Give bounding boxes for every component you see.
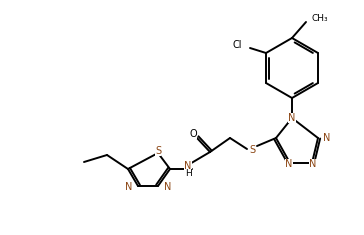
Text: H: H — [185, 169, 191, 179]
Text: O: O — [189, 129, 197, 139]
Text: Cl: Cl — [233, 40, 242, 50]
Text: N: N — [288, 113, 296, 123]
Text: N: N — [124, 182, 132, 192]
Text: CH₃: CH₃ — [311, 13, 328, 23]
Text: S: S — [249, 145, 255, 155]
Text: N: N — [184, 161, 192, 171]
Text: N: N — [164, 182, 171, 192]
Text: S: S — [155, 146, 161, 156]
Text: N: N — [323, 133, 331, 143]
Text: N: N — [285, 159, 293, 169]
Text: N: N — [309, 159, 317, 169]
